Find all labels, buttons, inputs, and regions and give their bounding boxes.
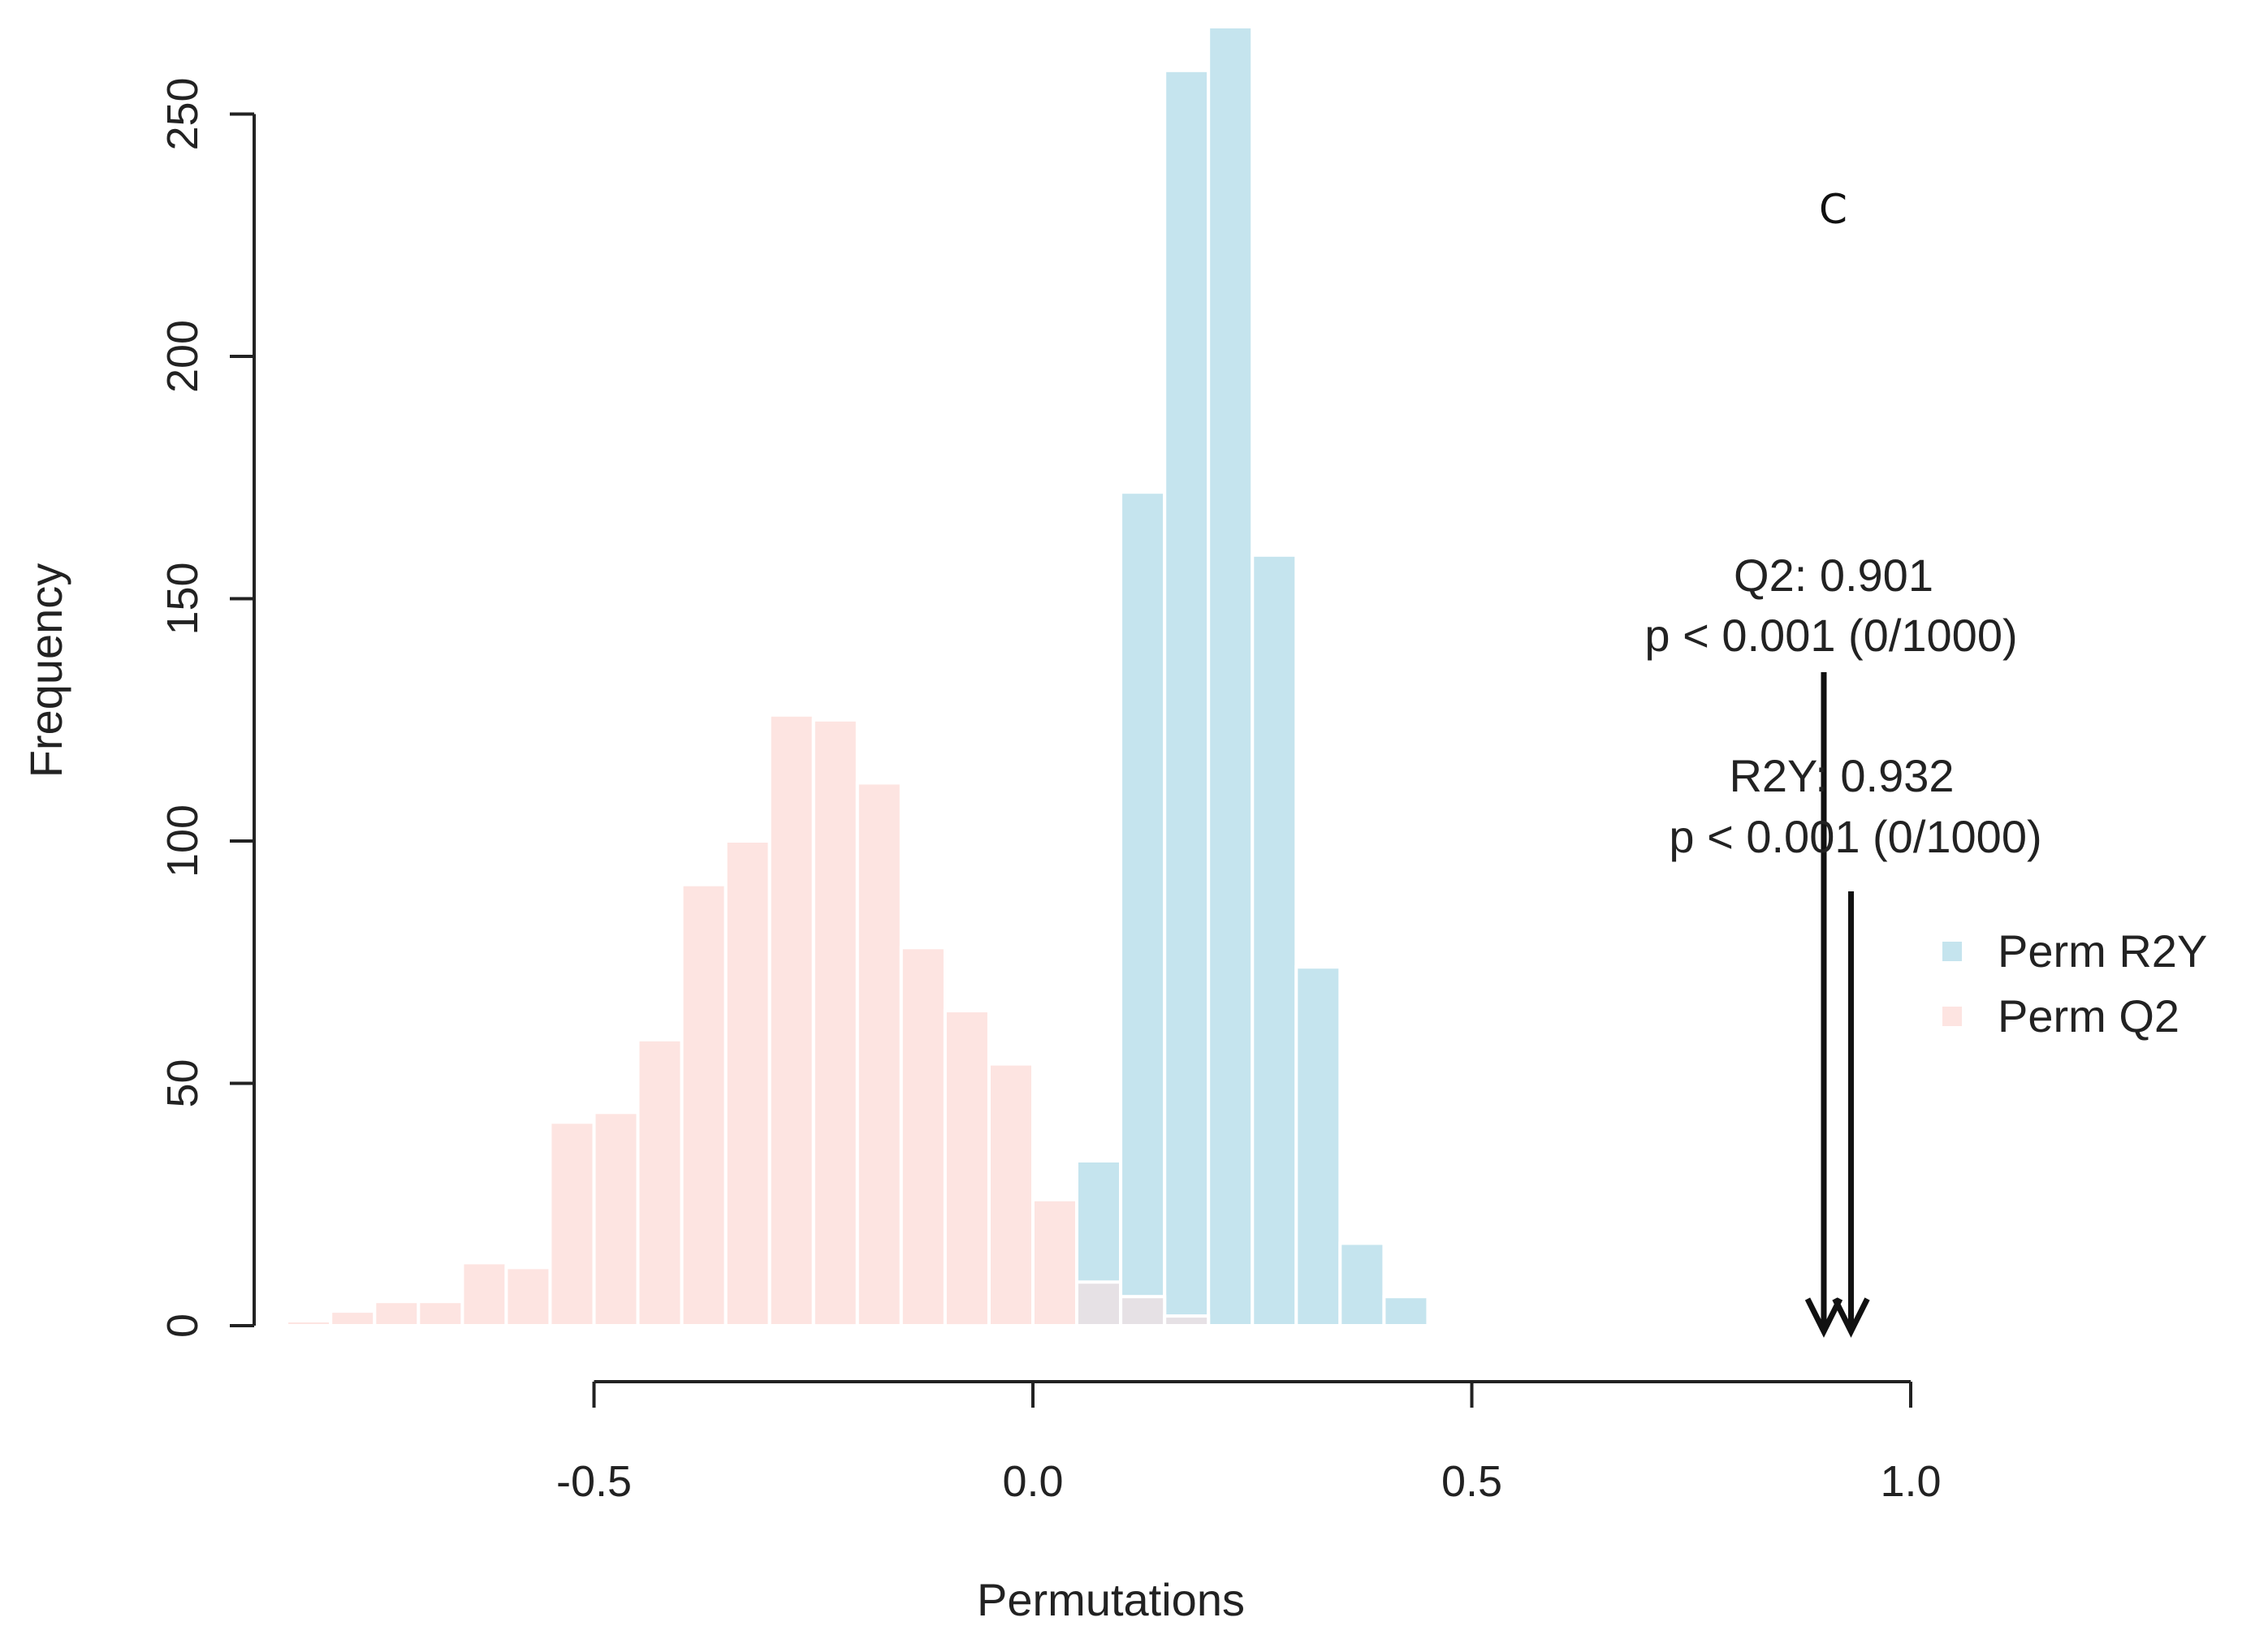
y-tick-label: 50 [158, 1059, 207, 1107]
r2y-arrow-head [1832, 1297, 1870, 1338]
perm-q2-bar [724, 839, 771, 1327]
q2-annotation-value: Q2: 0.901 [1734, 550, 1933, 601]
perm-q2-bar [373, 1300, 421, 1327]
overlap-bar [1163, 1314, 1211, 1327]
perm-r2y-bar [1294, 965, 1342, 1327]
x-tick-label: 0.0 [1002, 1457, 1063, 1506]
x-tick-label: -0.5 [556, 1457, 632, 1506]
perm-r2y-bar [1251, 553, 1298, 1327]
perm-q2-bar [899, 946, 947, 1328]
perm-q2-bar [548, 1120, 596, 1328]
perm-q2-bar [1031, 1197, 1078, 1328]
perm-q2-bar [285, 1319, 333, 1327]
y-tick-label: 0 [158, 1313, 207, 1338]
y-tick-label: 100 [158, 804, 207, 878]
overlap-bar [1075, 1280, 1122, 1328]
perm-q2-bar [460, 1261, 508, 1328]
perm-r2y-bar [1382, 1295, 1430, 1327]
x-axis: -0.5 0.0 0.5 1.0 [556, 1380, 1942, 1506]
perm-q2-bar [680, 882, 728, 1327]
perm-r2y-bar [1207, 25, 1255, 1327]
x-tick-label: 0.5 [1441, 1457, 1502, 1506]
perm-q2-bar [811, 718, 859, 1328]
perm-q2-bar [987, 1062, 1035, 1327]
perm-q2-bar [592, 1111, 640, 1328]
perm-q2-bars [285, 713, 1211, 1328]
legend-label-r2y: Perm R2Y [1998, 925, 2207, 977]
overlap-bar [1119, 1295, 1167, 1327]
perm-q2-bar [943, 1009, 991, 1328]
y-tick-label: 200 [158, 320, 207, 393]
y-axis-title: Frequency [20, 563, 71, 779]
q2-annotation-pvalue: p < 0.001 (0/1000) [1644, 610, 2017, 661]
perm-r2y-bar [1119, 490, 1167, 1328]
legend-swatch-q2 [1942, 1007, 1962, 1026]
x-axis-title: Permutations [977, 1574, 1245, 1625]
perm-q2-bar [504, 1266, 552, 1328]
y-axis: 0 50 100 150 200 250 [158, 77, 256, 1338]
legend-swatch-r2y [1942, 942, 1962, 961]
q2-arrow-head [1804, 1297, 1843, 1338]
perm-r2y-bar [1338, 1241, 1386, 1327]
perm-q2-bar [329, 1309, 377, 1327]
panel-label: C [1819, 186, 1847, 233]
perm-r2y-bars [1075, 25, 1430, 1328]
perm-r2y-bar [1163, 68, 1211, 1327]
perm-q2-bar [636, 1037, 684, 1328]
r2y-annotation-value: R2Y: 0.932 [1729, 750, 1954, 801]
perm-q2-bar [855, 781, 903, 1327]
overlap-bars [1075, 1280, 1211, 1328]
y-tick-label: 150 [158, 562, 207, 635]
x-tick-label: 1.0 [1880, 1457, 1941, 1506]
legend-label-q2: Perm Q2 [1998, 990, 2179, 1042]
perm-q2-bar [767, 713, 815, 1327]
annotations: Q2: 0.901 p < 0.001 (0/1000) R2Y: 0.932 p <… [1644, 550, 2042, 1338]
legend: Perm R2Y Perm Q2 [1942, 925, 2207, 1042]
r2y-annotation-pvalue: p < 0.001 (0/1000) [1669, 811, 2041, 862]
perm-q2-bar [417, 1300, 464, 1327]
y-tick-label: 250 [158, 77, 207, 150]
